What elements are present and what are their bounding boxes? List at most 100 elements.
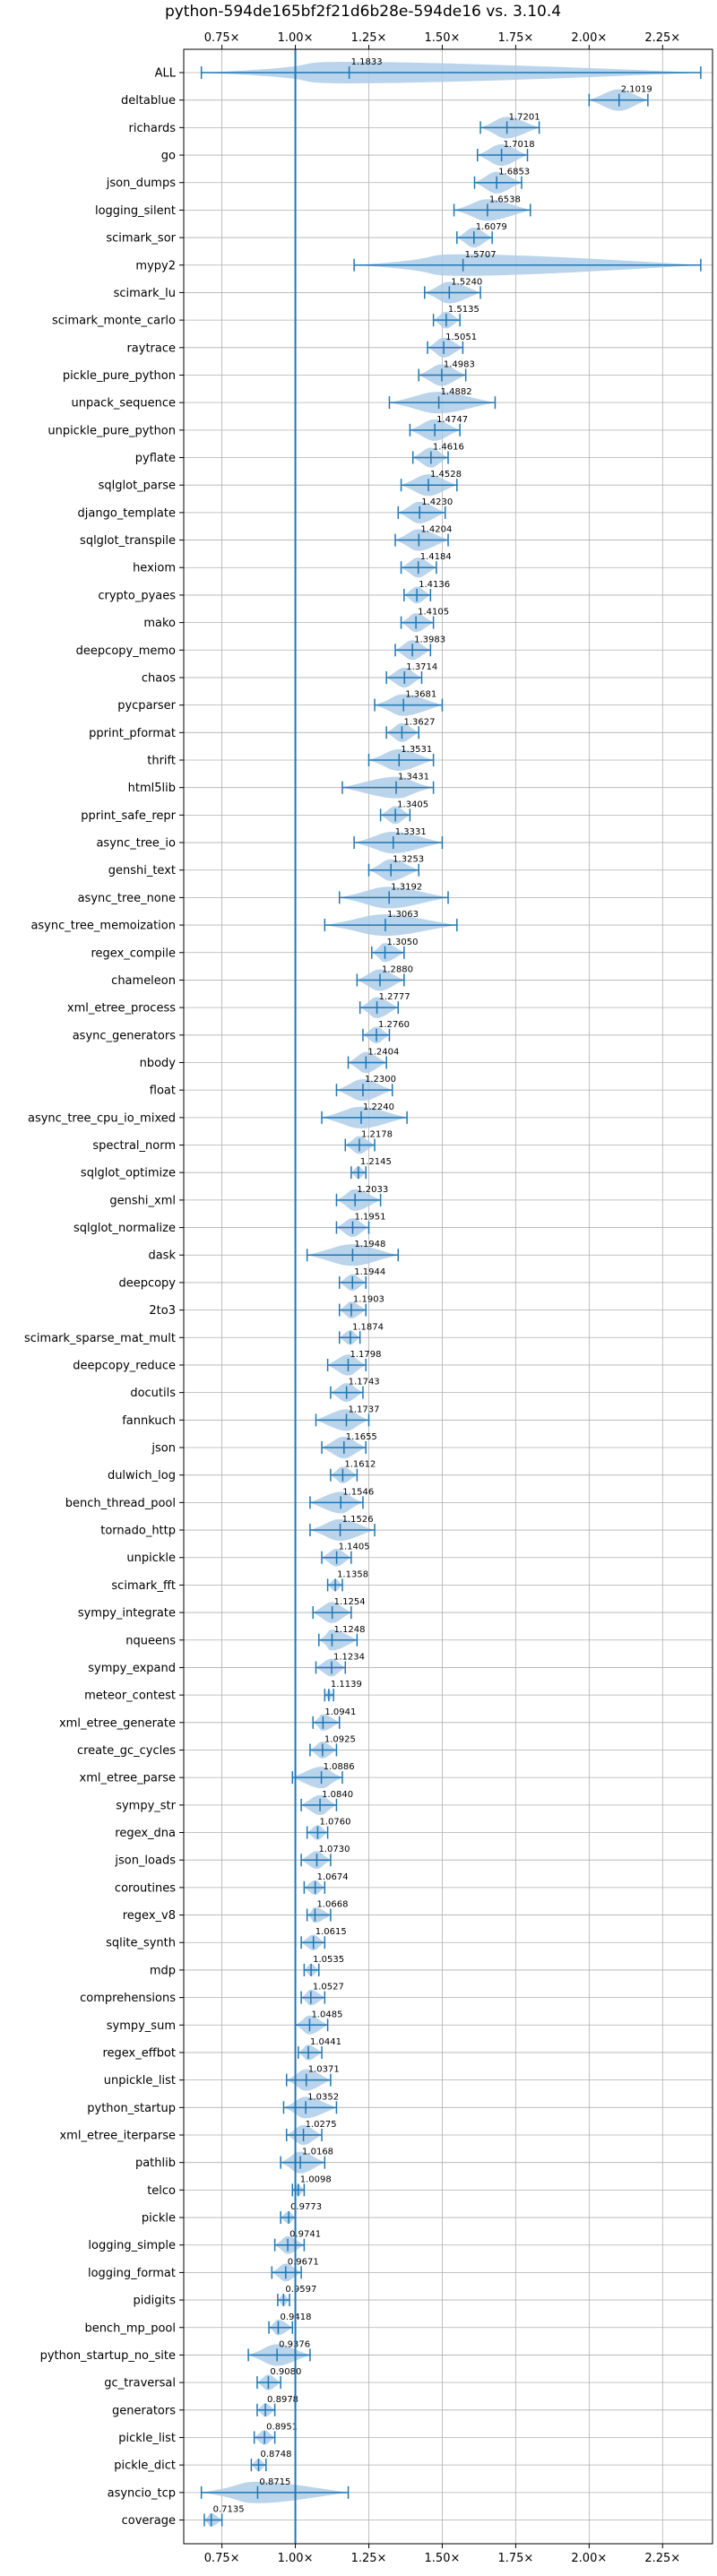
row-label: regex_compile <box>91 947 176 960</box>
row-label: raytrace <box>126 341 176 355</box>
row-label: pickle_pure_python <box>63 369 176 383</box>
row-label: fannkuch <box>122 1414 176 1428</box>
row-label: json <box>151 1442 176 1456</box>
row-label: tornado_http <box>100 1525 176 1538</box>
median-data-label: 1.3331 <box>395 827 427 837</box>
median-data-label: 0.8715 <box>259 2477 290 2487</box>
median-data-label: 1.1358 <box>337 1569 368 1579</box>
row-label: unpickle <box>126 1552 176 1565</box>
row-label: meteor_contest <box>84 1690 176 1703</box>
row-label: mypy2 <box>135 259 176 272</box>
row-label: sqlglot_transpile <box>80 534 176 548</box>
row-label: ALL <box>155 67 177 81</box>
row-label: mako <box>143 617 176 630</box>
row-label: async_generators <box>73 1029 177 1042</box>
row-label: pprint_pformat <box>89 727 176 740</box>
median-data-label: 0.9080 <box>270 2367 301 2377</box>
row-label: pickle <box>142 2212 176 2226</box>
median-data-label: 1.3405 <box>397 800 428 809</box>
row-label: pickle_dict <box>114 2459 176 2473</box>
row-label: django_template <box>78 506 176 520</box>
row-label: go <box>161 150 176 163</box>
median-data-label: 1.5051 <box>445 333 477 342</box>
median-data-label: 1.4983 <box>444 359 475 369</box>
x-tick-label-bottom: 0.75× <box>204 2552 240 2565</box>
median-data-label: 1.6853 <box>498 168 530 177</box>
row-label: sqlglot_normalize <box>73 1222 176 1235</box>
median-data-label: 0.9773 <box>290 2202 322 2212</box>
row-label: sympy_str <box>116 1799 176 1812</box>
row-label: async_tree_io <box>96 837 176 851</box>
row-label: comprehensions <box>80 1992 176 2005</box>
median-data-label: 1.4616 <box>433 443 464 453</box>
row-label: unpack_sequence <box>71 397 176 411</box>
row-label: create_gc_cycles <box>77 1744 176 1758</box>
median-data-label: 1.0615 <box>315 1927 347 1937</box>
median-data-label: 1.5240 <box>451 277 482 287</box>
median-data-label: 1.4204 <box>420 525 452 535</box>
median-data-label: 1.3431 <box>398 773 429 782</box>
row-label: 2to3 <box>149 1304 176 1318</box>
row-label: async_tree_none <box>78 892 176 905</box>
x-tick-label-top: 1.75× <box>497 31 533 45</box>
row-label: python_startup <box>87 2102 176 2115</box>
row-label: pycparser <box>117 699 176 713</box>
median-data-label: 0.7135 <box>213 2505 245 2515</box>
median-data-label: 1.1526 <box>342 1515 374 1525</box>
median-data-label: 1.1234 <box>333 1652 365 1662</box>
median-data-label: 1.0535 <box>313 1955 344 1965</box>
median-data-label: 1.3627 <box>403 717 435 727</box>
row-label: sqlglot_parse <box>99 480 176 493</box>
median-data-label: 2.1019 <box>621 85 652 95</box>
median-data-label: 1.4136 <box>419 580 450 590</box>
row-label: float <box>150 1085 176 1098</box>
row-label: scimark_monte_carlo <box>52 315 176 328</box>
row-label: chameleon <box>111 974 176 988</box>
row-label: deltablue <box>121 94 176 108</box>
median-data-label: 1.2240 <box>363 1102 394 1112</box>
row-label: sqlglot_optimize <box>81 1167 176 1180</box>
row-labels: ALL deltablue richards go json_dumps logging_… <box>24 67 184 2528</box>
median-data-label: 1.0925 <box>324 1734 356 1744</box>
marks-layer: 1.1833 2.1019 1.7201 1.7018 1.6853 1.6538 1.60… <box>200 49 702 2544</box>
x-tick-label-bottom: 2.00× <box>571 2552 607 2565</box>
median-data-label: 1.3192 <box>391 882 422 892</box>
row-label: async_tree_cpu_io_mixed <box>28 1111 176 1125</box>
median-data-label: 1.3253 <box>393 855 424 865</box>
median-data-label: 1.2145 <box>360 1157 392 1167</box>
median-data-label: 1.1948 <box>354 1240 385 1249</box>
row-label: nbody <box>140 1057 177 1070</box>
median-data-label: 1.3063 <box>387 910 419 920</box>
x-ticks: 0.75× 0.75× 1.00× 1.00× 1.25× 1.25× 1.50× 1.50×… <box>204 31 681 2565</box>
median-data-label: 1.0275 <box>306 2120 337 2130</box>
grid-layer <box>184 49 713 2544</box>
median-data-label: 1.3983 <box>414 635 445 644</box>
row-label: pyflate <box>135 452 176 465</box>
row-label: xml_etree_iterparse <box>59 2130 176 2143</box>
median-data-label: 1.7018 <box>504 140 535 150</box>
median-data-label: 1.0371 <box>308 2065 340 2075</box>
median-data-label: 1.1833 <box>351 57 383 67</box>
row-label: pprint_safe_repr <box>81 809 176 823</box>
median-data-label: 1.1743 <box>349 1378 380 1387</box>
median-data-label: 1.6538 <box>489 194 521 204</box>
median-data-label: 1.4528 <box>430 470 462 480</box>
row-label: unpickle_list <box>104 2074 176 2088</box>
row-label: json_loads <box>114 1854 176 1868</box>
median-data-label: 1.5135 <box>448 305 479 315</box>
x-tick-label-top: 1.25× <box>351 31 387 45</box>
row-label: logging_silent <box>95 204 176 218</box>
row-label: genshi_xml <box>109 1194 176 1207</box>
row-label: python_startup_no_site <box>40 2349 176 2363</box>
median-data-label: 1.0668 <box>316 1900 348 1910</box>
row-label: scimark_lu <box>114 287 176 300</box>
row-label: scimark_sor <box>106 232 176 246</box>
median-data-label: 1.2404 <box>367 1047 399 1057</box>
median-data-label: 1.4184 <box>420 552 452 562</box>
median-data-label: 0.8748 <box>261 2450 292 2459</box>
x-tick-label-top: 2.00× <box>571 31 607 45</box>
row-label: pickle_list <box>118 2432 176 2445</box>
row-label: crypto_pyaes <box>98 589 176 602</box>
x-tick-label-bottom: 1.25× <box>351 2552 387 2565</box>
